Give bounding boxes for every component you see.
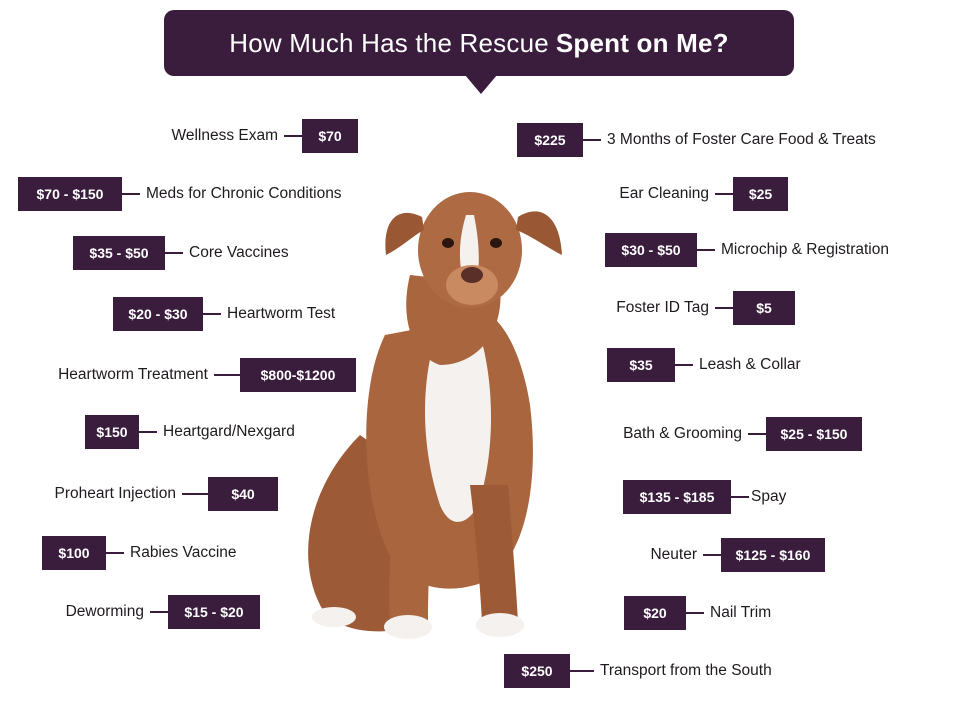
item-label: 3 Months of Foster Care Food & Treats (607, 131, 876, 148)
item-label: Microchip & Registration (721, 241, 889, 258)
list-item-foster-care: $225 3 Months of Foster Care Food & Trea… (517, 122, 882, 158)
list-item-leash-collar: $35 Leash & Collar (607, 347, 807, 383)
connector-line (715, 307, 733, 309)
list-item-transport: $250 Transport from the South (504, 653, 778, 689)
price-tag: $70 (302, 119, 358, 153)
item-label: Foster ID Tag (616, 299, 709, 316)
title-regular: How Much Has the Rescue (229, 27, 549, 58)
list-item-heartworm-treatment: Heartworm Treatment $800-$1200 (20, 357, 356, 393)
connector-line (122, 193, 140, 195)
connector-line (731, 496, 749, 498)
item-label: Core Vaccines (189, 244, 289, 261)
list-item-foster-id-tag: Foster ID Tag $5 (594, 290, 795, 326)
connector-line (686, 612, 704, 614)
item-label: Leash & Collar (699, 356, 801, 373)
price-tag: $70 - $150 (18, 177, 122, 211)
item-label: Heartworm Treatment (58, 366, 208, 383)
list-item-microchip: $30 - $50 Microchip & Registration (605, 232, 895, 268)
price-tag: $100 (42, 536, 106, 570)
list-item-heartgard: $150 Heartgard/Nexgard (85, 414, 301, 450)
connector-line (165, 252, 183, 254)
item-label: Rabies Vaccine (130, 544, 237, 561)
price-tag: $150 (85, 415, 139, 449)
connector-line (748, 433, 766, 435)
price-tag: $25 - $150 (766, 417, 862, 451)
price-tag: $225 (517, 123, 583, 157)
price-tag: $30 - $50 (605, 233, 697, 267)
list-item-heartworm-test: $20 - $30 Heartworm Test (113, 296, 341, 332)
price-tag: $35 - $50 (73, 236, 165, 270)
item-label: Heartgard/Nexgard (163, 423, 295, 440)
list-item-neuter: Neuter $125 - $160 (630, 537, 825, 573)
item-label: Neuter (650, 546, 697, 563)
connector-line (583, 139, 601, 141)
list-item-core-vaccines: $35 - $50 Core Vaccines (73, 235, 295, 271)
item-label: Meds for Chronic Conditions (146, 185, 342, 202)
price-tag: $800-$1200 (240, 358, 356, 392)
list-item-rabies: $100 Rabies Vaccine (42, 535, 243, 571)
price-tag: $25 (733, 177, 788, 211)
connector-line (284, 135, 302, 137)
list-item-wellness-exam: Wellness Exam $70 (140, 118, 358, 154)
item-label: Bath & Grooming (623, 425, 742, 442)
connector-line (697, 249, 715, 251)
item-label: Heartworm Test (227, 305, 336, 322)
connector-line (570, 670, 594, 672)
connector-line (214, 374, 240, 376)
item-label: Spay (751, 488, 787, 505)
list-item-deworming: Deworming $15 - $20 (38, 594, 260, 630)
price-tag: $20 (624, 596, 686, 630)
list-item-ear-cleaning: Ear Cleaning $25 (592, 176, 788, 212)
price-tag: $20 - $30 (113, 297, 203, 331)
price-tag: $135 - $185 (623, 480, 731, 514)
title-banner: How Much Has the Rescue Spent on Me? (164, 10, 794, 76)
item-label: Transport from the South (600, 662, 772, 679)
list-item-meds: $70 - $150 Meds for Chronic Conditions (18, 176, 348, 212)
list-item-nail-trim: $20 Nail Trim (624, 595, 777, 631)
list-item-spay: $135 - $185 Spay (623, 479, 792, 515)
dog-illustration (308, 192, 562, 639)
price-tag: $125 - $160 (721, 538, 825, 572)
connector-line (139, 431, 157, 433)
item-label: Wellness Exam (171, 127, 278, 144)
banner-pointer (465, 75, 497, 94)
price-tag: $5 (733, 291, 795, 325)
item-label: Nail Trim (710, 604, 772, 621)
connector-line (703, 554, 721, 556)
connector-line (675, 364, 693, 366)
item-label: Ear Cleaning (619, 185, 709, 202)
item-label: Proheart Injection (54, 485, 177, 502)
connector-line (203, 313, 221, 315)
connector-line (182, 493, 208, 495)
price-tag: $35 (607, 348, 675, 382)
item-label: Deworming (65, 603, 144, 620)
price-tag: $15 - $20 (168, 595, 260, 629)
connector-line (150, 611, 168, 613)
list-item-proheart: Proheart Injection $40 (24, 476, 278, 512)
list-item-bath-grooming: Bath & Grooming $25 - $150 (590, 416, 862, 452)
title-bold: Spent on Me? (555, 27, 729, 58)
connector-line (715, 193, 733, 195)
connector-line (106, 552, 124, 554)
price-tag: $40 (208, 477, 278, 511)
price-tag: $250 (504, 654, 570, 688)
